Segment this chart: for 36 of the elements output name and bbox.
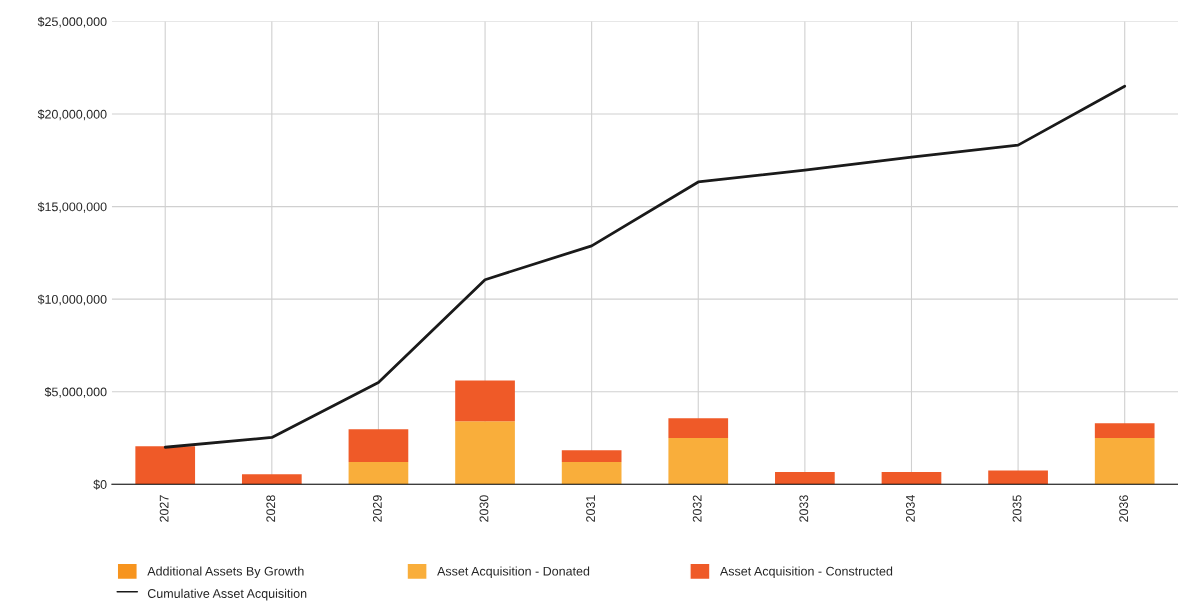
- bar: [561, 462, 622, 485]
- y-tick-label: $15,000,000: [37, 201, 107, 213]
- bar: [455, 380, 515, 422]
- bar: [348, 462, 409, 485]
- y-tick-label: $20,000,000: [37, 109, 107, 121]
- x-tick-label: 2029: [372, 495, 382, 522]
- y-tick-label: $25,000,000: [37, 16, 107, 28]
- x-tick-label: 2027: [159, 495, 169, 522]
- x-tick-label: 2034: [905, 495, 915, 522]
- bar: [668, 437, 729, 485]
- bar: [668, 418, 729, 438]
- bar: [1094, 423, 1155, 438]
- line-series: [163, 84, 1127, 449]
- bar: [561, 450, 622, 463]
- x-tick-label: 2031: [586, 495, 596, 522]
- x-tick-label: 2032: [692, 495, 702, 522]
- legend-label: Asset Acquisition - Donated: [437, 566, 590, 579]
- x-tick-label: 2035: [1012, 495, 1022, 522]
- bar: [455, 421, 515, 485]
- x-tick-label: 2036: [1119, 495, 1129, 522]
- y-tick-label: $10,000,000: [37, 294, 107, 306]
- x-tick-label: 2028: [266, 495, 276, 522]
- bar: [775, 472, 835, 485]
- y-tick-label: $0: [93, 479, 107, 490]
- y-tick-label: $5,000,000: [44, 386, 107, 398]
- bar: [988, 470, 1048, 485]
- legend-label: Cumulative Asset Acquisition: [147, 588, 307, 601]
- legend-label: Asset Acquisition - Constructed: [719, 566, 893, 579]
- bar: [241, 474, 302, 485]
- bar: [881, 472, 942, 485]
- x-tick-label: 2033: [799, 495, 809, 522]
- bar: [1094, 437, 1155, 485]
- legend-label: Additional Assets By Growth: [147, 566, 304, 579]
- bar: [348, 429, 409, 463]
- bar: [135, 446, 196, 485]
- x-tick-label: 2030: [479, 495, 489, 522]
